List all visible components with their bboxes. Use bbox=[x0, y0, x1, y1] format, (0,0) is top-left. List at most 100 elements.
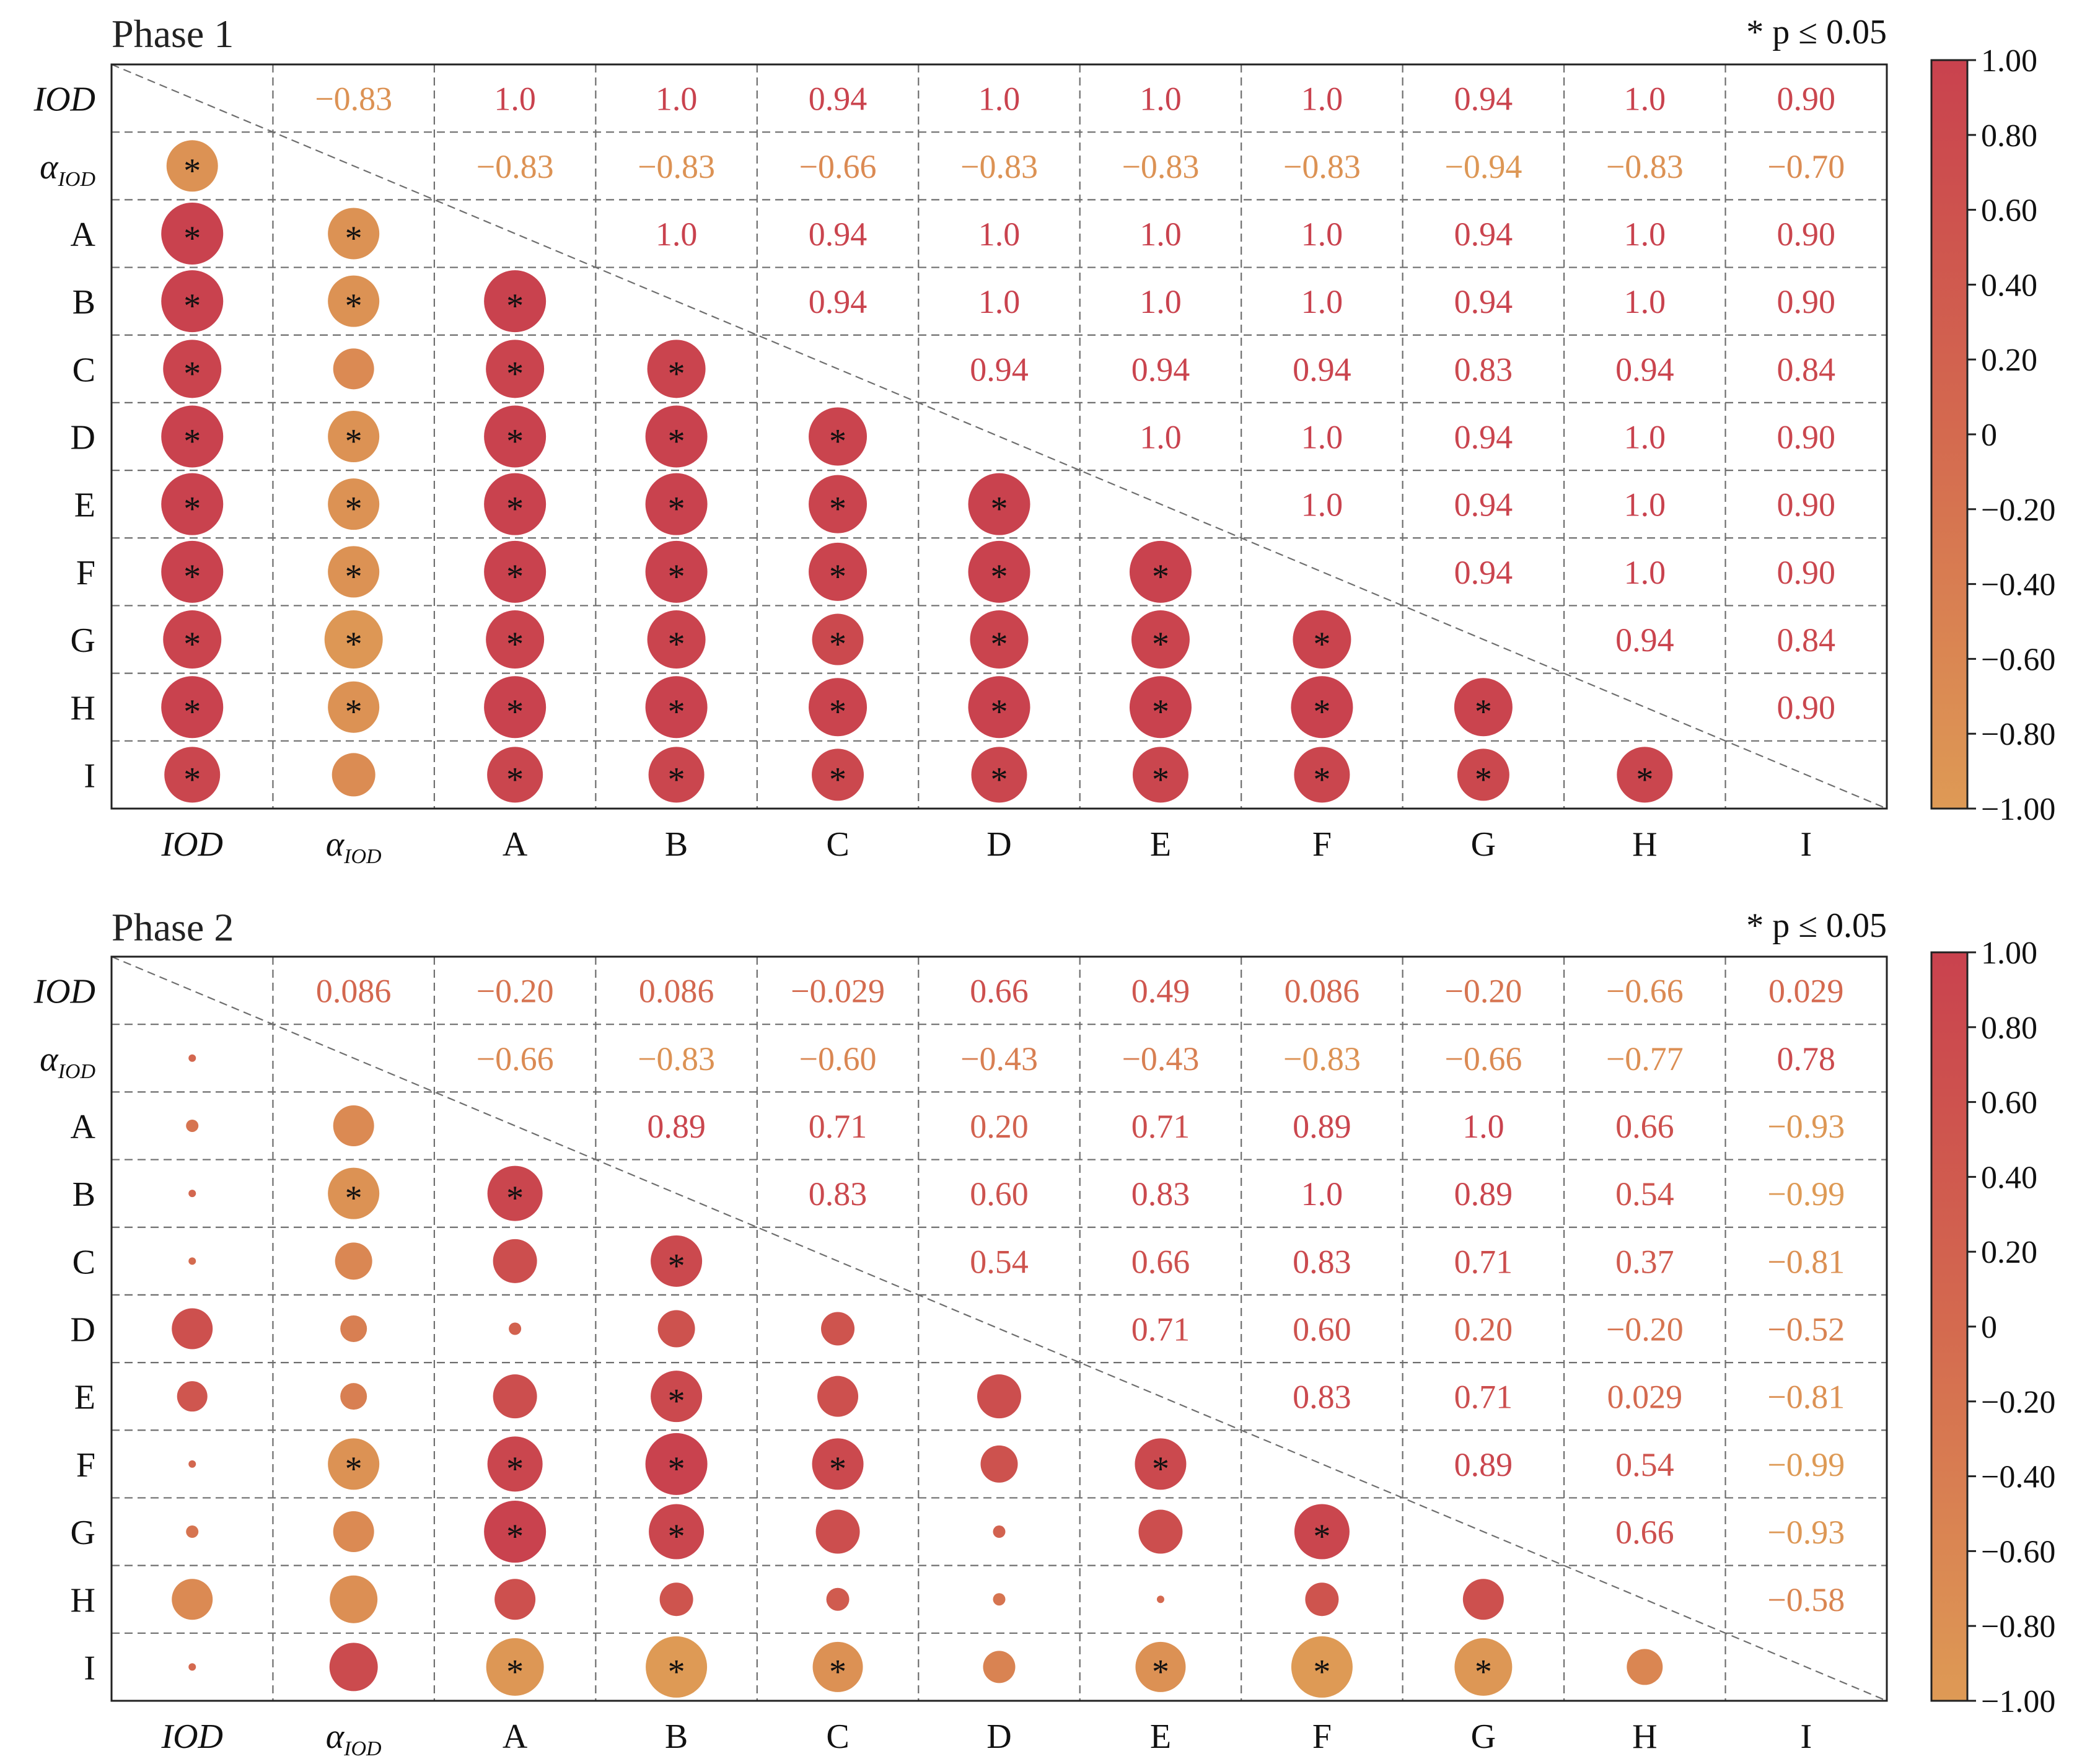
significance-marker: * bbox=[1313, 1652, 1330, 1691]
colorbar-tick-label: −0.80 bbox=[1981, 717, 2055, 752]
correlation-circle bbox=[812, 1438, 864, 1490]
axis-label: C bbox=[826, 1718, 849, 1756]
colorbar-tick-label: 0 bbox=[1981, 418, 1997, 453]
correlation-value-label: 1.0 bbox=[1624, 486, 1666, 524]
correlation-value-label: 0.20 bbox=[970, 1108, 1029, 1145]
correlation-circle bbox=[645, 676, 708, 739]
colorbar-tick-label: 0.60 bbox=[1981, 193, 2037, 229]
colorbar-tick-label: −0.40 bbox=[1981, 1460, 2055, 1495]
axis-label: H bbox=[71, 1581, 95, 1620]
correlation-value-label: −0.77 bbox=[1606, 1040, 1684, 1077]
significance-marker: * bbox=[668, 490, 685, 529]
axis-label: B bbox=[665, 825, 688, 864]
axis-label: F bbox=[76, 554, 95, 592]
correlation-circle bbox=[645, 473, 708, 535]
axis-label: αIOD bbox=[326, 825, 382, 868]
correlation-circle bbox=[333, 1105, 374, 1146]
correlation-circle bbox=[486, 610, 545, 669]
correlation-value-label: −0.83 bbox=[1122, 148, 1199, 185]
correlation-circle bbox=[1135, 1438, 1187, 1490]
correlation-value-label: 0.83 bbox=[809, 1175, 868, 1213]
correlation-value-label: 0.71 bbox=[1454, 1243, 1513, 1280]
significance-marker: * bbox=[183, 152, 201, 190]
significance-marker: * bbox=[1313, 760, 1330, 799]
correlation-circle bbox=[161, 202, 224, 265]
significance-marker: * bbox=[345, 1450, 362, 1488]
correlation-circle bbox=[1135, 1641, 1186, 1692]
correlation-value-label: 0.94 bbox=[1615, 621, 1674, 659]
correlation-circle bbox=[328, 1438, 380, 1490]
colorbar: 1.00 0.80 0.60 0.40 0.20 0 −0.20 −0.40 −0.60 −0.8… bbox=[1930, 43, 2055, 827]
correlation-circle bbox=[161, 676, 224, 739]
diagonal-line bbox=[111, 63, 1887, 810]
axis-label: D bbox=[71, 419, 95, 457]
correlation-value-label: 0.71 bbox=[809, 1108, 868, 1145]
correlation-value-label: 1.0 bbox=[1462, 1108, 1504, 1145]
correlation-circle bbox=[968, 540, 1030, 603]
axis-label: G bbox=[71, 1514, 95, 1552]
correlation-value-label: 0.94 bbox=[1454, 216, 1513, 253]
diagonal-line bbox=[111, 955, 1887, 1702]
correlation-value-label: 0.94 bbox=[1454, 419, 1513, 456]
correlation-value-label: 0.71 bbox=[1131, 1311, 1190, 1348]
correlation-circle bbox=[821, 1312, 855, 1346]
axis-label: D bbox=[986, 1718, 1011, 1756]
correlation-value-label: 1.0 bbox=[1301, 1175, 1343, 1213]
correlation-value-label: 0.83 bbox=[1293, 1379, 1351, 1416]
correlation-circle bbox=[493, 1374, 537, 1419]
correlation-circle bbox=[164, 747, 221, 803]
correlation-circle bbox=[968, 676, 1030, 739]
correlation-value-label: 0.029 bbox=[1768, 973, 1844, 1010]
significance-marker: * bbox=[506, 423, 524, 461]
colorbar-tick-label: −0.20 bbox=[1981, 493, 2055, 528]
grid-lines bbox=[112, 64, 1887, 809]
correlation-value-label: −0.66 bbox=[799, 148, 877, 185]
axis-label: αIOD bbox=[40, 148, 95, 191]
correlation-value-label: 0.90 bbox=[1777, 419, 1836, 456]
colorbar-tick-label: −0.20 bbox=[1981, 1385, 2055, 1420]
significance-marker: * bbox=[506, 1450, 524, 1488]
correlation-circle bbox=[329, 1643, 378, 1692]
significance-marker: * bbox=[668, 693, 685, 731]
significance-marker: * bbox=[1636, 760, 1653, 799]
correlation-circle bbox=[648, 747, 705, 803]
correlation-circle bbox=[328, 681, 380, 733]
correlation-circle bbox=[188, 1257, 196, 1265]
axis-label: αIOD bbox=[40, 1040, 95, 1083]
correlation-circle bbox=[645, 405, 708, 468]
significance-marker: * bbox=[991, 625, 1008, 664]
correlation-circle bbox=[487, 1165, 543, 1221]
correlation-value-label: −0.43 bbox=[960, 1040, 1038, 1077]
correlation-value-label: −0.93 bbox=[1767, 1514, 1845, 1551]
correlation-value-label: −0.20 bbox=[1606, 1311, 1684, 1348]
correlation-value-label: 0.54 bbox=[970, 1243, 1029, 1280]
correlation-circle bbox=[484, 1501, 547, 1563]
colorbar-gradient bbox=[1930, 59, 1969, 810]
correlation-circle bbox=[332, 753, 376, 797]
correlation-value-label: −0.94 bbox=[1444, 148, 1522, 185]
correlation-circle bbox=[324, 610, 383, 669]
significance-note: * p ≤ 0.05 bbox=[1746, 13, 1887, 51]
correlation-value-label: −0.43 bbox=[1122, 1040, 1199, 1077]
correlation-value-label: −0.83 bbox=[960, 148, 1038, 185]
significance-marker: * bbox=[829, 760, 846, 799]
correlation-circle bbox=[809, 678, 868, 737]
axis-label: H bbox=[1632, 825, 1657, 864]
significance-marker: * bbox=[345, 1179, 362, 1218]
correlation-circle bbox=[328, 275, 380, 327]
correlation-value-label: 1.0 bbox=[1140, 283, 1182, 320]
correlation-value-label: 0.84 bbox=[1777, 351, 1836, 388]
correlation-circle bbox=[330, 1575, 378, 1623]
axis-label: B bbox=[665, 1718, 688, 1756]
correlation-circle bbox=[333, 348, 374, 390]
correlation-value-label: 1.0 bbox=[1140, 216, 1182, 253]
correlation-circle bbox=[172, 1579, 213, 1620]
correlation-circle bbox=[645, 1433, 708, 1495]
correlation-value-label: 0.94 bbox=[1293, 351, 1351, 388]
correlation-value-label: 1.0 bbox=[656, 81, 698, 118]
correlation-value-label: 0.94 bbox=[1454, 486, 1513, 524]
significance-marker: * bbox=[991, 490, 1008, 529]
correlation-value-label: 0.90 bbox=[1777, 554, 1836, 591]
correlation-circle bbox=[1293, 610, 1351, 669]
correlation-circle bbox=[1132, 747, 1188, 803]
